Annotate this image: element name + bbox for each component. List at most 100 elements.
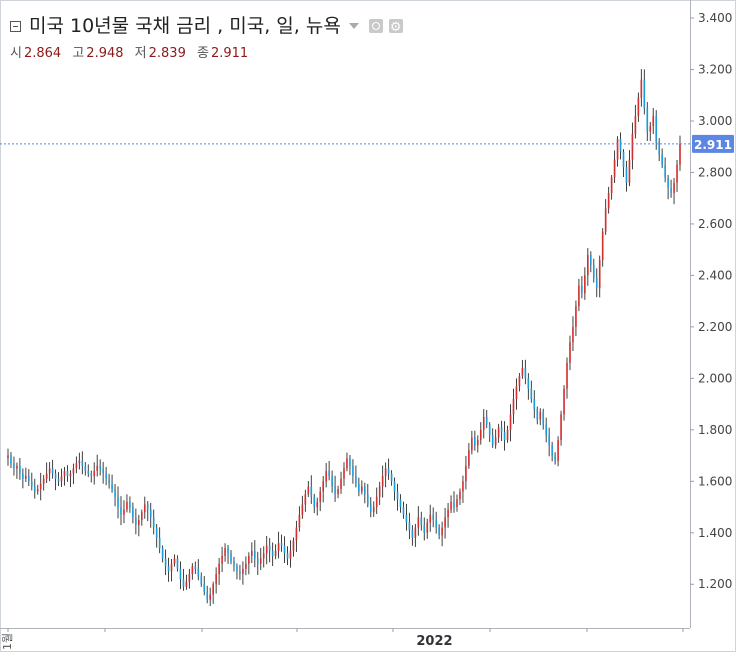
candle-body [652,115,655,127]
candle-body [616,138,619,160]
x-tick-label: 2022 [416,634,452,649]
candle-body [325,471,327,482]
candle-body [393,481,396,492]
candle-body [453,501,455,508]
candle-body [286,553,289,559]
candle-body [610,177,613,194]
candle-body [274,550,277,556]
candle-body [518,375,521,387]
candle-body [417,517,420,528]
candle-body [411,530,414,538]
candle-body [402,507,405,515]
candle-body [358,483,360,492]
ohlc-low-value: 2.839 [148,46,186,61]
candle-body [512,398,515,415]
candle-body [604,208,607,232]
candle-body [530,388,533,399]
y-tick-label: 3.200 [698,62,732,76]
dropdown-caret-icon[interactable] [348,23,359,29]
y-tick-label: 1.600 [698,474,732,488]
eye-icon[interactable] [368,19,383,33]
y-tick-label: 2.600 [698,217,732,231]
y-tick-label: 2.400 [698,268,732,282]
candle-body [233,561,235,567]
candle-body [102,468,104,474]
candle-body [197,568,200,577]
candle-body [140,512,143,520]
candle-body [90,473,93,477]
candle-body [479,429,482,441]
candle-body [307,486,310,495]
candle-body [441,527,443,536]
candle-body [369,504,372,513]
candle-body [566,362,568,389]
candle-body [524,368,527,379]
x-tick-label-cutoff: 1월 [1,633,14,650]
candle-body [349,458,351,466]
candle-body [390,473,393,482]
ohlc-open-value: 2.864 [23,46,62,61]
candle-body [334,486,336,495]
gear-icon[interactable] [388,16,403,40]
last-price-label: 2.911 [694,138,732,152]
y-tick-label: 3.000 [698,114,732,128]
candle-body [57,478,60,482]
candle-body [468,450,470,466]
candle-body [230,553,232,562]
candle-body [283,545,286,554]
candle-body [227,548,229,554]
candle-body [292,540,295,551]
candle-body [203,584,206,592]
candle-body [551,445,553,456]
ohlc-open-label: 시 [10,46,22,61]
candle-body [598,259,601,289]
candle-body [387,468,390,474]
candle-body [45,473,48,479]
candle-body [81,460,84,466]
candle-body [343,468,345,479]
ohlc-row: 시 2.864 고 2.948 저 2.839 종 2.911 [10,42,403,61]
candle-body [372,507,375,513]
candle-body [640,79,643,98]
candle-body [209,594,212,600]
candle-body [521,368,524,376]
candle-body [135,517,137,526]
candle-body [601,231,604,260]
collapse-icon[interactable] [10,20,21,32]
candle-body [352,465,354,477]
candle-body [298,514,301,528]
candle-body [27,476,30,482]
candle-body [494,437,497,446]
candle-body [155,527,158,538]
candle-body [179,568,182,580]
y-tick-label: 2.800 [698,165,732,179]
candle-body [271,550,274,556]
candle-body [509,414,512,430]
candle-body [533,398,536,410]
candle-body [132,507,134,518]
candle-body [84,465,87,471]
candle-body [295,527,298,541]
candle-body [120,507,122,515]
candle-body [212,584,214,595]
candle-body [13,463,15,469]
candle-body [643,79,646,109]
candle-body [161,548,164,559]
candle-body [622,151,625,168]
candle-body [426,522,429,533]
candle-body [143,504,146,513]
candle-body [167,566,170,572]
candle-body [173,558,176,564]
candle-body [33,486,36,492]
candle-body [355,476,357,484]
candle-body [631,133,634,160]
candle-body [280,543,283,546]
candle-body [319,491,322,502]
candle-body [245,563,247,569]
candle-body [488,424,491,435]
candle-body [589,254,592,266]
candle-body [462,481,464,492]
